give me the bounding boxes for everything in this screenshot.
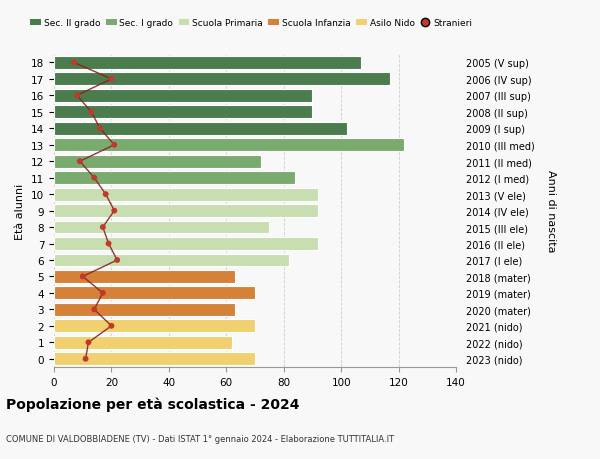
Point <box>72 92 82 100</box>
Bar <box>54 287 255 300</box>
Y-axis label: Anni di nascita: Anni di nascita <box>545 170 556 252</box>
Point <box>109 142 119 149</box>
Legend: Sec. II grado, Sec. I grado, Scuola Primaria, Scuola Infanzia, Asilo Nido, Stran: Sec. II grado, Sec. I grado, Scuola Prim… <box>31 19 473 28</box>
Bar <box>54 303 235 316</box>
Point <box>78 273 88 280</box>
Point <box>89 306 99 313</box>
Point <box>98 224 107 231</box>
Point <box>98 290 107 297</box>
Bar <box>54 57 361 70</box>
Bar <box>54 106 313 119</box>
Point <box>86 109 96 116</box>
Point <box>69 60 79 67</box>
Y-axis label: Età alunni: Età alunni <box>16 183 25 239</box>
Bar <box>54 336 232 349</box>
Point <box>75 158 85 166</box>
Point <box>101 191 110 198</box>
Point <box>95 125 105 133</box>
Bar <box>54 123 347 135</box>
Point <box>107 76 116 84</box>
Bar <box>54 238 318 251</box>
Bar <box>54 156 261 168</box>
Point <box>104 241 113 248</box>
Bar <box>54 254 289 267</box>
Point <box>89 174 99 182</box>
Point <box>81 355 91 363</box>
Bar <box>54 172 295 185</box>
Point <box>112 257 122 264</box>
Bar <box>54 188 318 201</box>
Bar <box>54 73 390 86</box>
Bar <box>54 205 318 218</box>
Point <box>109 207 119 215</box>
Bar <box>54 270 235 283</box>
Bar <box>54 221 269 234</box>
Text: COMUNE DI VALDOBBIADENE (TV) - Dati ISTAT 1° gennaio 2024 - Elaborazione TUTTITA: COMUNE DI VALDOBBIADENE (TV) - Dati ISTA… <box>6 434 394 443</box>
Bar <box>54 139 404 152</box>
Text: Popolazione per età scolastica - 2024: Popolazione per età scolastica - 2024 <box>6 397 299 412</box>
Bar <box>54 353 255 365</box>
Bar <box>54 90 313 102</box>
Point <box>83 339 93 346</box>
Point <box>107 323 116 330</box>
Bar <box>54 320 255 332</box>
